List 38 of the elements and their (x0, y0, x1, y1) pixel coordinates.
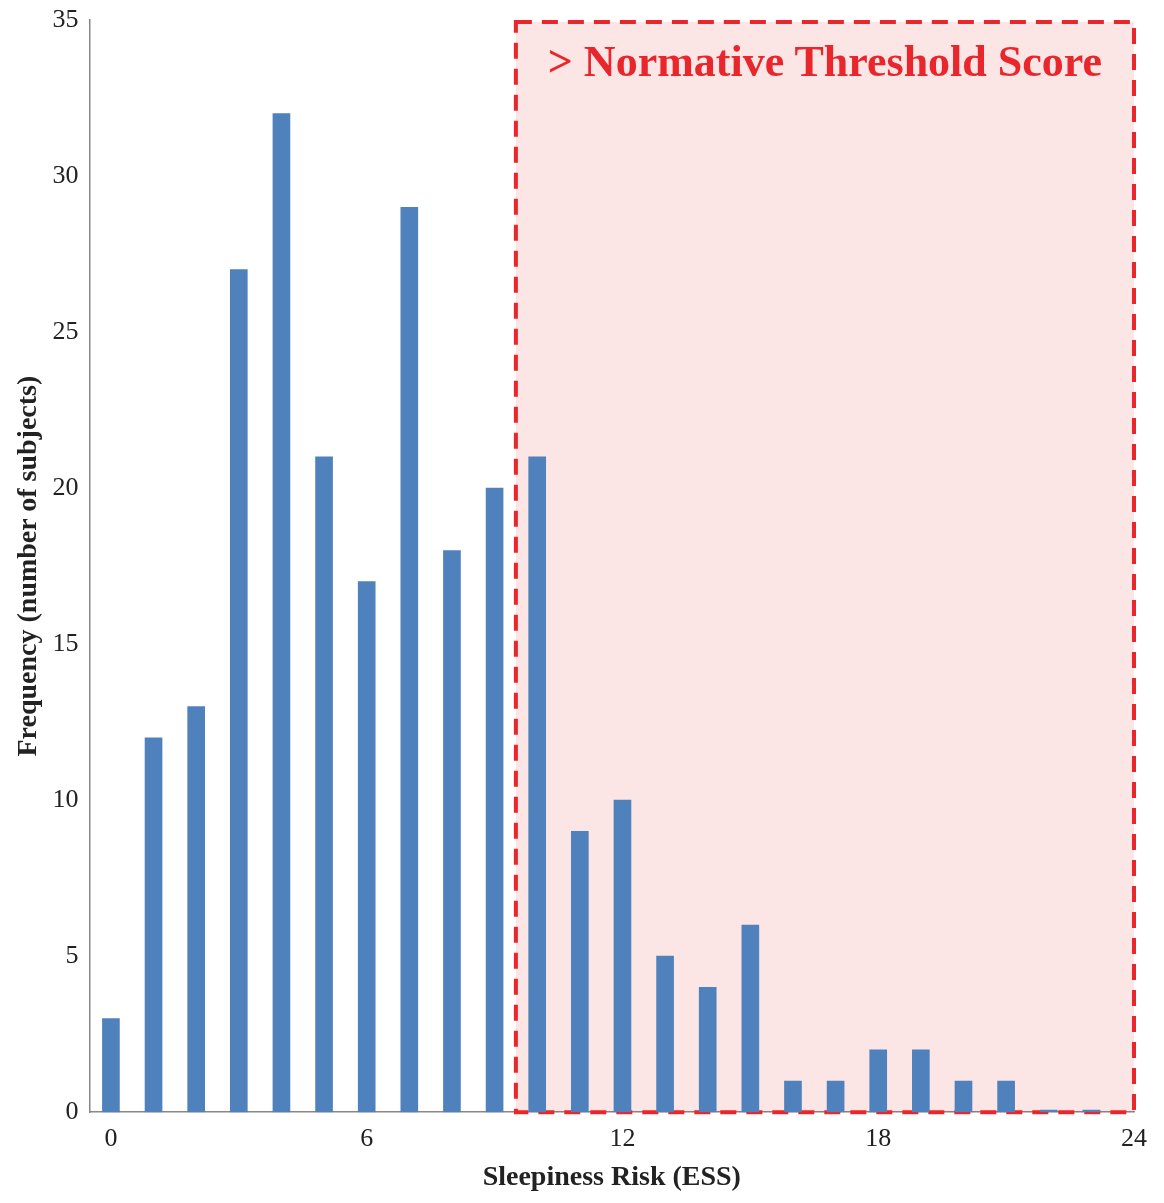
bar (698, 987, 717, 1113)
y-tick-label: 0 (65, 1096, 79, 1126)
y-tick-label: 30 (52, 159, 79, 189)
bar (229, 269, 248, 1113)
bar (784, 1080, 802, 1113)
bar (656, 955, 674, 1113)
bar (826, 1080, 845, 1113)
bar (613, 799, 632, 1113)
x-tick-label: 6 (360, 1122, 374, 1152)
bar (741, 924, 760, 1113)
x-tick-label: 0 (104, 1122, 118, 1152)
y-tick-label: 25 (52, 315, 79, 345)
x-tick-label: 18 (865, 1122, 892, 1152)
bar (528, 456, 547, 1113)
bar (102, 1018, 120, 1113)
bar (954, 1080, 973, 1113)
bar (571, 831, 589, 1113)
y-tick-label: 15 (52, 627, 79, 657)
band-label: > Normative Threshold Score (547, 37, 1103, 87)
bar (187, 706, 205, 1113)
y-tick-label: 5 (65, 940, 79, 969)
y-axis-title: Frequency (number of subjects) (11, 375, 43, 757)
bar (912, 1049, 930, 1113)
bar (443, 550, 461, 1113)
x-axis-title: Sleepiness Risk (ESS) (482, 1160, 741, 1192)
bar (144, 737, 163, 1113)
bar (997, 1080, 1015, 1113)
bar (485, 487, 504, 1113)
bar (869, 1049, 888, 1113)
y-tick-label: 20 (52, 471, 79, 501)
bar (315, 456, 333, 1113)
y-tick-label: 10 (52, 783, 79, 813)
x-tick-label: 24 (1121, 1122, 1147, 1152)
x-tick-label: 12 (609, 1122, 636, 1152)
bar (272, 113, 291, 1113)
bar (357, 581, 376, 1113)
bar (400, 206, 419, 1113)
y-tick-label: 35 (52, 3, 79, 33)
